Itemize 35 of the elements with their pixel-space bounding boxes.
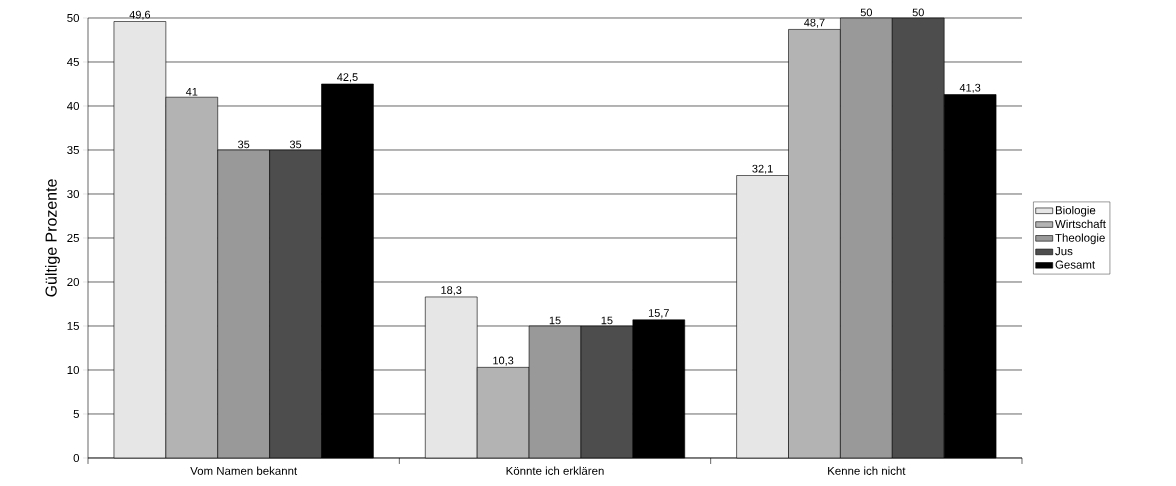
y-tick-label: 30 [67, 189, 80, 199]
data-label: 50 [912, 8, 924, 17]
y-tick-label: 0 [73, 453, 80, 463]
data-label: 18,3 [441, 286, 462, 296]
data-label: 35 [289, 140, 302, 149]
legend-label: Theologie [1055, 233, 1105, 245]
legend-label: Wirtschaft [1055, 219, 1106, 229]
legend-label: Gesamt [1055, 260, 1096, 269]
y-tick-label: 5 [73, 410, 80, 418]
data-label: 41,3 [959, 83, 981, 93]
legend-label: Biologie [1055, 205, 1096, 217]
data-label: 48,7 [804, 18, 825, 28]
data-label: 35 [238, 140, 250, 149]
y-axis-title: Gültige Prozente [45, 179, 60, 297]
data-label: 42,5 [337, 73, 358, 83]
data-label: 49,6 [129, 10, 151, 20]
data-label: 15,7 [648, 309, 669, 319]
x-tick-label: Kenne ich nicht [828, 466, 906, 475]
y-tick-label: 10 [67, 365, 80, 375]
data-label: 50 [860, 8, 872, 17]
y-tick-label: 15 [67, 322, 80, 330]
y-tick-label: 40 [67, 101, 80, 111]
data-label: 41 [185, 87, 198, 96]
data-label: 10,3 [493, 356, 514, 366]
data-label: 32,1 [752, 164, 773, 174]
data-label: 15 [601, 316, 613, 325]
data-label: 15 [549, 316, 561, 325]
y-tick-label: 25 [67, 233, 80, 243]
x-tick-label: Vom Namen bekannt [190, 466, 298, 475]
y-tick-label: 50 [67, 13, 80, 23]
y-tick-label: 45 [67, 58, 80, 66]
y-tick-label: 20 [67, 277, 80, 287]
x-tick-label: Könnte ich erklären [506, 466, 604, 475]
y-tick-label: 35 [67, 145, 80, 155]
legend-label: Jus [1055, 247, 1073, 256]
